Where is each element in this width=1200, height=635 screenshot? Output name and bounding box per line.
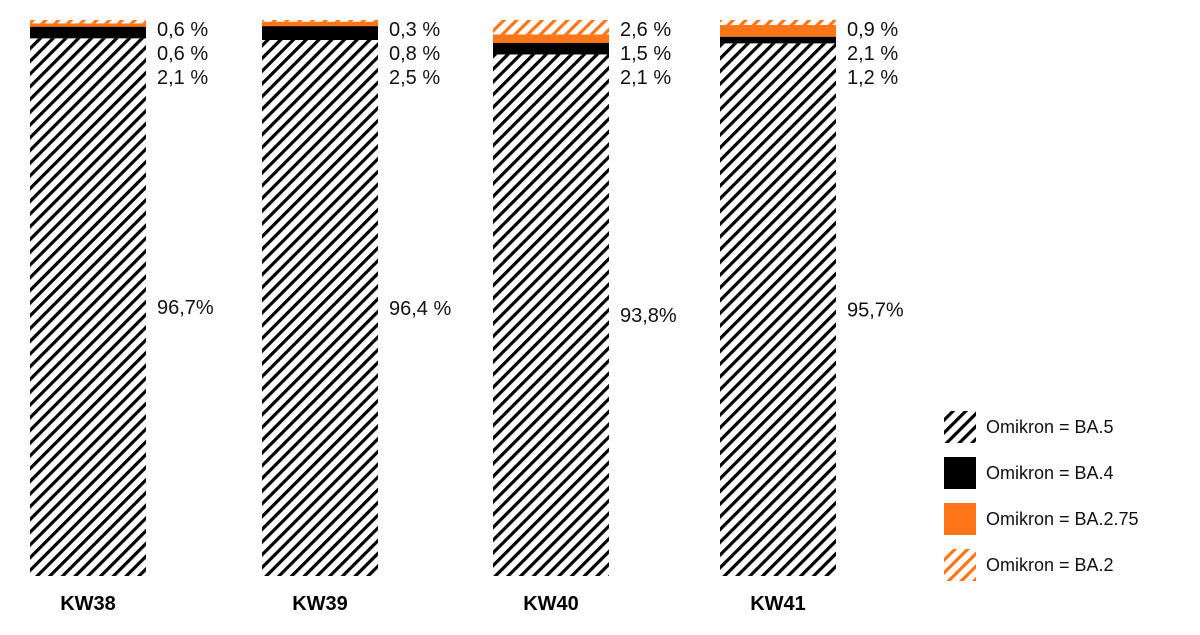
- bar-segment-omikron-ba-2-75-kw38: [30, 23, 146, 27]
- value-label-omikron-ba-2-kw41: 0,9 %: [847, 19, 898, 41]
- bars-layer: [30, 20, 836, 577]
- bar-segment-omikron-ba-5-kw41: [720, 43, 836, 577]
- value-label-omikron-ba-5-kw38: 96,7%: [157, 297, 214, 319]
- bar-segment-omikron-ba-5-kw38: [30, 38, 146, 576]
- category-label-kw40: KW40: [523, 593, 579, 615]
- value-label-omikron-ba-2-kw39: 0,3 %: [389, 19, 440, 41]
- bar-segment-omikron-ba-4-kw39: [262, 26, 378, 41]
- bar-segment-omikron-ba-5-kw39: [262, 40, 378, 577]
- legend: Omikron = BA.5 Omikron = BA.4 Omikron = BA…: [944, 411, 1139, 581]
- value-label-omikron-ba-2-75-kw41: 2,1 %: [847, 43, 898, 65]
- legend-item-omikron-ba-2: Omikron = BA.2: [944, 549, 1114, 581]
- bar-segment-omikron-ba-2-75-kw40: [493, 34, 609, 43]
- value-label-omikron-ba-2-75-kw40: 1,5 %: [620, 43, 671, 65]
- bar-segment-omikron-ba-2-kw41: [720, 20, 836, 26]
- value-label-omikron-ba-2-kw38: 0,6 %: [157, 19, 208, 41]
- bar-segment-omikron-ba-4-kw40: [493, 42, 609, 55]
- bar-segment-omikron-ba-2-75-kw39: [262, 21, 378, 27]
- value-label-omikron-ba-5-kw39: 96,4 %: [389, 298, 451, 320]
- category-label-kw41: KW41: [750, 593, 806, 615]
- bar-segment-omikron-ba-2-kw38: [30, 20, 146, 24]
- value-label-omikron-ba-5-kw40: 93,8%: [620, 305, 677, 327]
- legend-item-omikron-ba-4: Omikron = BA.4: [944, 457, 1114, 489]
- category-label-kw38: KW38: [60, 593, 116, 615]
- bar-segment-omikron-ba-4-kw41: [720, 36, 836, 44]
- legend-item-omikron-ba-2-75: Omikron = BA.2.75: [944, 503, 1139, 535]
- bar-segment-omikron-ba-2-kw39: [262, 20, 378, 22]
- legend-swatch-omikron-ba-4: [944, 457, 976, 489]
- value-label-omikron-ba-5-kw41: 95,7%: [847, 300, 904, 322]
- legend-label-omikron-ba-2-75: Omikron = BA.2.75: [986, 509, 1139, 529]
- legend-swatch-omikron-ba-5: [944, 411, 976, 443]
- legend-label-omikron-ba-5: Omikron = BA.5: [986, 417, 1114, 437]
- bar-segment-omikron-ba-2-75-kw41: [720, 25, 836, 37]
- value-label-omikron-ba-2-75-kw39: 0,8 %: [389, 43, 440, 65]
- bar-segment-omikron-ba-4-kw38: [30, 26, 146, 39]
- category-labels-layer: KW38 KW39 KW40 KW41: [60, 593, 806, 615]
- value-label-omikron-ba-4-kw38: 2,1 %: [157, 67, 208, 89]
- legend-label-omikron-ba-2: Omikron = BA.2: [986, 555, 1114, 575]
- value-labels-layer: 96,7%0,6 %0,6 %2,1 %96,4 %0,3 %0,8 %2,5 …: [157, 19, 904, 327]
- value-label-omikron-ba-2-75-kw38: 0,6 %: [157, 43, 208, 65]
- value-label-omikron-ba-4-kw40: 2,1 %: [620, 67, 671, 89]
- legend-label-omikron-ba-4: Omikron = BA.4: [986, 463, 1114, 483]
- legend-swatch-omikron-ba-2-75: [944, 503, 976, 535]
- value-label-omikron-ba-4-kw39: 2,5 %: [389, 67, 440, 89]
- value-label-omikron-ba-2-kw40: 2,6 %: [620, 19, 671, 41]
- legend-item-omikron-ba-5: Omikron = BA.5: [944, 411, 1114, 443]
- bar-segment-omikron-ba-5-kw40: [493, 54, 609, 577]
- bar-segment-omikron-ba-2-kw40: [493, 20, 609, 35]
- value-label-omikron-ba-4-kw41: 1,2 %: [847, 67, 898, 89]
- category-label-kw39: KW39: [292, 593, 348, 615]
- legend-swatch-omikron-ba-2: [944, 549, 976, 581]
